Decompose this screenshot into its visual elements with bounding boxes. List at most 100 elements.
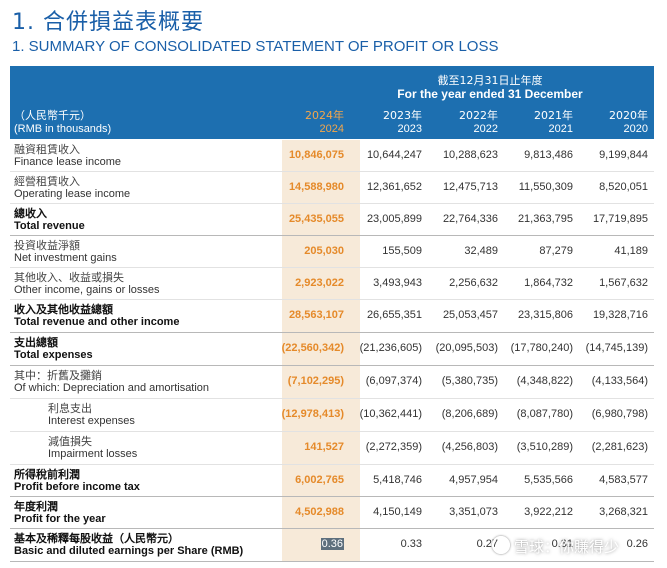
row-label-chinese: 支出總額: [14, 336, 58, 349]
value-2020: 0.26: [626, 538, 648, 550]
row-label-english: Operating lease income: [14, 188, 131, 200]
eps-2024-highlight: 0.36: [320, 538, 344, 550]
row-label-chinese: 其中：折舊及攤銷: [14, 369, 102, 382]
value-2024: 25,435,055: [288, 213, 344, 225]
value-2021: 87,279: [539, 245, 573, 257]
value-2024: (22,560,342): [281, 342, 344, 354]
value-2020: (2,281,623): [591, 441, 648, 453]
value-2023: (2,272,359): [365, 441, 422, 453]
row-label-english: Total revenue and other income: [14, 316, 180, 328]
year-header-2024-cn: 2024年: [305, 109, 344, 122]
year-header-2023-en: 2023: [397, 123, 422, 135]
row-label-chinese: 經營租賃收入: [14, 175, 80, 188]
row-profit-for-the-year: 年度利潤 Profit for the year 4,502,988 4,150…: [10, 497, 654, 529]
value-2020: 9,199,844: [599, 149, 648, 161]
row-label-chinese: 利息支出: [48, 402, 92, 415]
value-2023: (21,236,605): [359, 342, 422, 354]
row-label-english: Other income, gains or losses: [14, 284, 160, 296]
row-label-chinese: 基本及稀釋每股收益（人民幣元）: [14, 532, 179, 545]
value-2024: 28,563,107: [288, 309, 344, 321]
year-header-2023-cn: 2023年: [383, 109, 422, 122]
value-2022: (5,380,735): [441, 375, 498, 387]
value-2024: 10,846,075: [288, 149, 344, 161]
value-2024: 0.36: [266, 538, 344, 550]
value-2022: 4,957,954: [449, 474, 498, 486]
value-2021: 9,813,486: [524, 149, 573, 161]
value-2020: 19,328,716: [592, 309, 648, 321]
row-label-chinese: 總收入: [14, 207, 47, 220]
value-2020: 4,583,577: [599, 474, 648, 486]
row-net-investment-gains: 投資收益淨額 Net investment gains 205,030 155,…: [10, 236, 654, 268]
title-chinese: 1. 合併損益表概要: [12, 10, 204, 35]
watermark-text: 雪球：你賺得少: [514, 538, 620, 556]
period-label-chinese: 截至12月31日止年度: [437, 74, 543, 87]
row-label-english: Total expenses: [14, 349, 93, 361]
value-2020: 8,520,051: [599, 181, 648, 193]
value-2021: 0.31: [551, 538, 573, 550]
row-label-english: Total revenue: [14, 220, 85, 232]
value-2023: 4,150,149: [373, 506, 422, 518]
row-total-expenses: 支出總額 Total expenses (22,560,342) (21,236…: [10, 333, 654, 366]
row-label-chinese: 所得稅前利潤: [14, 468, 80, 481]
value-2022: 3,351,073: [449, 506, 498, 518]
value-2020: 17,719,895: [592, 213, 648, 225]
value-2022: 2,256,632: [449, 277, 498, 289]
value-2020: (6,980,798): [591, 408, 648, 420]
year-header-2020-cn: 2020年: [609, 109, 648, 122]
year-header-2022-en: 2022: [473, 123, 498, 135]
row-label-chinese: 其他收入、收益或損失: [14, 271, 124, 284]
year-header-2021-cn: 2021年: [534, 109, 573, 122]
value-2021: 3,922,212: [524, 506, 573, 518]
value-2021: (8,087,780): [516, 408, 573, 420]
value-2021: 5,535,566: [524, 474, 573, 486]
row-other-income: 其他收入、收益或損失 Other income, gains or losses…: [10, 268, 654, 300]
value-2020: 41,189: [614, 245, 648, 257]
value-2022: 12,475,713: [442, 181, 498, 193]
table-header: 截至12月31日止年度 For the year ended 31 Decemb…: [10, 66, 654, 139]
value-2023: (6,097,374): [365, 375, 422, 387]
value-2022: 22,764,336: [442, 213, 498, 225]
row-interest-expenses: 利息支出 Interest expenses (12,978,413) (10,…: [10, 399, 654, 432]
value-2023: 5,418,746: [373, 474, 422, 486]
value-2022: 10,288,623: [442, 149, 498, 161]
row-total-revenue: 總收入 Total revenue 25,435,055 23,005,899 …: [10, 204, 654, 236]
value-2024: 141,527: [304, 441, 344, 453]
value-2024: 14,588,980: [288, 181, 344, 193]
year-header-2020-en: 2020: [623, 123, 648, 135]
value-2023: 26,655,351: [366, 309, 422, 321]
value-2024: 4,502,988: [295, 506, 344, 518]
value-2023: 3,493,943: [373, 277, 422, 289]
row-label-english: Basic and diluted earnings per Share (RM…: [14, 545, 244, 557]
row-label-english: Interest expenses: [48, 415, 135, 427]
value-2024: 205,030: [304, 245, 344, 257]
value-2020: (14,745,139): [585, 342, 648, 354]
year-header-2021-en: 2021: [548, 123, 573, 135]
year-header-2024-en: 2024: [319, 123, 344, 135]
value-2022: (20,095,503): [435, 342, 498, 354]
value-2024: (12,978,413): [281, 408, 344, 420]
row-label-english: Of which: Depreciation and amortisation: [14, 382, 210, 394]
row-label-chinese: 收入及其他收益總額: [14, 303, 113, 316]
row-total-revenue-and-other-income: 收入及其他收益總額 Total revenue and other income…: [10, 300, 654, 333]
value-2023: 10,644,247: [366, 149, 422, 161]
row-label-english: Impairment losses: [48, 448, 138, 460]
value-2024: 2,923,022: [295, 277, 344, 289]
row-depreciation-amortisation: 其中：折舊及攤銷 Of which: Depreciation and amor…: [10, 366, 654, 399]
value-2023: 23,005,899: [366, 213, 422, 225]
value-2021: (17,780,240): [510, 342, 573, 354]
value-2021: 23,315,806: [517, 309, 573, 321]
row-label-english: Finance lease income: [14, 156, 122, 168]
row-label-english: Profit before income tax: [14, 481, 140, 493]
value-2024: (7,102,295): [287, 375, 344, 387]
value-2021: 21,363,795: [517, 213, 573, 225]
period-label-english: For the year ended 31 December: [397, 87, 583, 101]
value-2022: 25,053,457: [442, 309, 498, 321]
value-2021: (4,348,822): [516, 375, 573, 387]
row-operating-lease-income: 經營租賃收入 Operating lease income 14,588,980…: [10, 172, 654, 204]
row-profit-before-tax: 所得稅前利潤 Profit before income tax 6,002,76…: [10, 465, 654, 497]
row-label-chinese: 減值損失: [48, 435, 92, 448]
year-header-2022-cn: 2022年: [459, 109, 498, 122]
value-2020: (4,133,564): [591, 375, 648, 387]
value-2022: (8,206,689): [441, 408, 498, 420]
watermark: 雪球：你賺得少: [468, 533, 664, 561]
